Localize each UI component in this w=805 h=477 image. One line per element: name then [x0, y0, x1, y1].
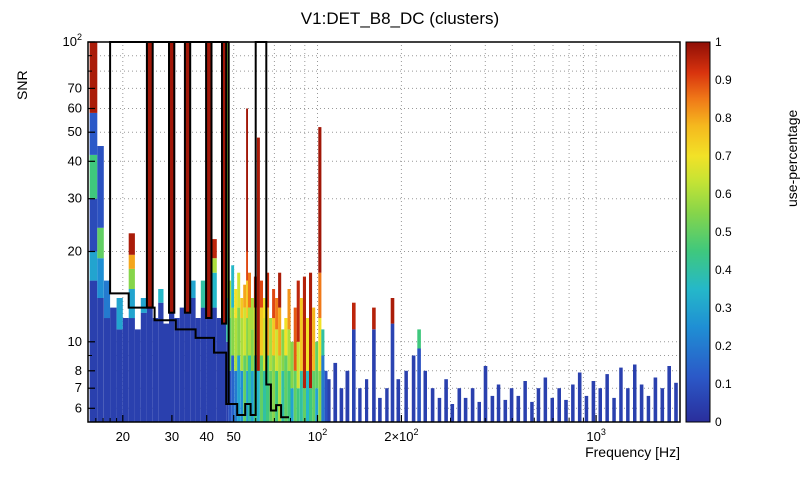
colorbar-tick-label: 0.4 [715, 263, 732, 277]
colorbar-tick-label: 0.7 [715, 149, 732, 163]
plot-title: V1:DET_B8_DC (clusters) [301, 9, 499, 28]
histogram-columns [89, 42, 678, 422]
y-tick-label: 70 [68, 80, 82, 95]
y-tick-label: 10 [68, 334, 82, 349]
plot-frame [87, 41, 681, 423]
colorbar-tick-label: 0.8 [715, 111, 732, 125]
y-tick-label: 20 [68, 244, 82, 259]
colorbar-tick-label: 0.5 [715, 225, 732, 239]
x-axis-title: Frequency [Hz] [585, 444, 680, 460]
colorbar-tick-label: 0 [715, 415, 722, 429]
x-tick-label: 30 [165, 429, 179, 444]
y-tick-label: 7 [75, 380, 82, 395]
colorbar-tick-label: 0.1 [715, 377, 732, 391]
colorbar [685, 41, 711, 423]
x-tick-label: 2×102 [384, 427, 418, 444]
colorbar-tick-label: 0.9 [715, 73, 732, 87]
colorbar-tick-label: 1 [715, 35, 722, 49]
y-axis-title: SNR [14, 70, 30, 100]
x-tick-label: 50 [226, 429, 240, 444]
gridlines [88, 41, 681, 422]
colorbar-title: use-percentage [784, 109, 800, 207]
colorbar-tick-label: 0.3 [715, 301, 732, 315]
y-tick-label: 30 [68, 191, 82, 206]
x-tick-label: 20 [116, 429, 130, 444]
y-tick-label: 102 [63, 32, 82, 49]
y-tick-label: 6 [75, 400, 82, 415]
y-tick-label: 50 [68, 124, 82, 139]
y-tick-label: 40 [68, 153, 82, 168]
colorbar-tick-label: 0.2 [715, 339, 732, 353]
y-tick-label: 60 [68, 101, 82, 116]
colorbar-tick-label: 0.6 [715, 187, 732, 201]
y-tick-label: 8 [75, 363, 82, 378]
x-tick-label: 102 [308, 427, 327, 444]
axis-ticks: 20 30 40 50 102 2×102 103678102030405060701020… [63, 32, 732, 444]
x-tick-label: 40 [199, 429, 213, 444]
x-tick-label: 103 [586, 427, 605, 444]
